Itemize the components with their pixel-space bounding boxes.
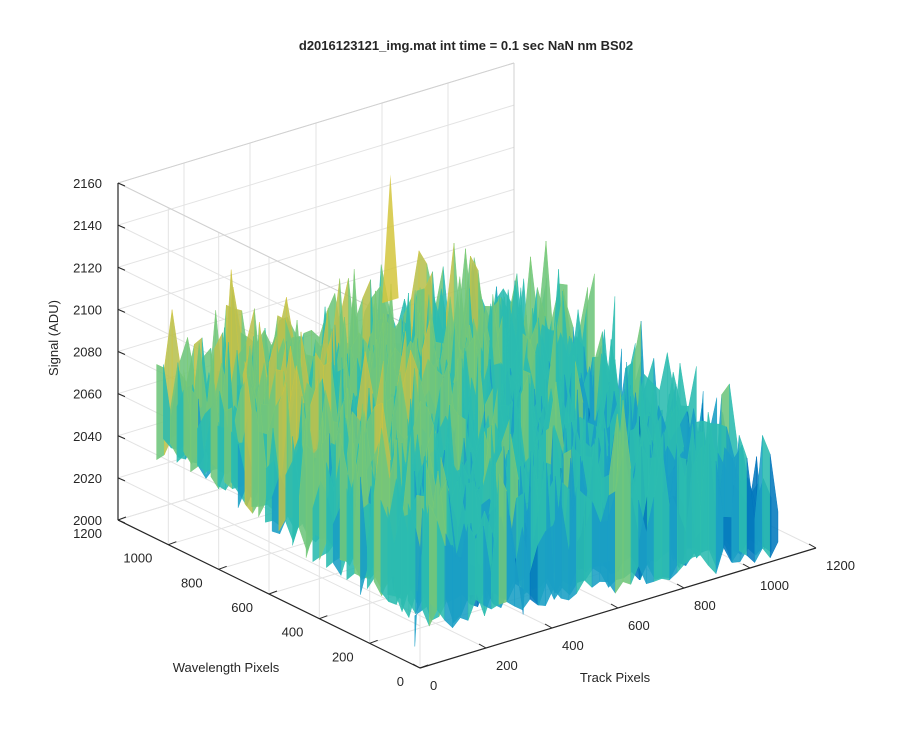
x-tick-mark: [742, 563, 751, 569]
y-tick-label: 0: [397, 674, 404, 689]
y-tick-mark: [369, 639, 378, 644]
y-tick-mark: [319, 615, 328, 620]
z-tick-mark: [117, 351, 126, 355]
x-tick-label: 0: [430, 678, 437, 693]
chart-title: d2016123121_img.mat int time = 0.1 sec N…: [299, 38, 633, 53]
z-axis-label: Signal (ADU): [46, 300, 61, 376]
grid-line-x: [183, 499, 487, 649]
surface-facet: [156, 364, 165, 461]
z-tick-mark: [117, 393, 126, 398]
surface-facet: [576, 487, 585, 595]
surface-facet: [498, 473, 507, 605]
axes: [117, 182, 817, 669]
tick-labels: 2000202020402060208021002120214021600200…: [73, 176, 855, 693]
z-tick-label: 2120: [73, 260, 102, 275]
y-tick-label: 1200: [73, 526, 102, 541]
z-tick-label: 2040: [73, 429, 102, 444]
surface-facet: [584, 494, 593, 588]
y-tick-label: 1000: [123, 551, 152, 566]
box-edge: [117, 62, 515, 184]
z-tick-label: 2000: [73, 513, 102, 528]
z-tick-mark: [117, 224, 126, 229]
surface-plot: [156, 174, 779, 647]
surface-row: [421, 400, 779, 629]
x-tick-label: 200: [496, 658, 518, 673]
y-tick-mark: [268, 590, 278, 595]
x-tick-mark: [808, 543, 817, 549]
surface-facet: [475, 525, 484, 606]
z-tick-label: 2100: [73, 302, 102, 317]
z-tick-label: 2060: [73, 387, 102, 402]
x-tick-mark: [478, 643, 487, 649]
surface-facet: [770, 454, 779, 558]
y-tick-mark: [218, 565, 227, 570]
x-tick-mark: [412, 663, 421, 669]
z-tick-mark: [117, 435, 126, 440]
surface-facet: [444, 545, 453, 629]
y-tick-label: 800: [181, 575, 203, 590]
surface-facet: [599, 521, 608, 583]
z-tick-label: 2080: [73, 345, 102, 360]
x-tick-label: 800: [694, 598, 716, 613]
z-tick-label: 2140: [73, 218, 102, 233]
x-tick-label: 1000: [760, 578, 789, 593]
surface-facet: [429, 503, 438, 627]
z-tick-mark: [117, 519, 126, 524]
y-axis-label: Wavelength Pixels: [173, 660, 280, 675]
y-tick-mark: [168, 541, 177, 546]
x-tick-label: 1200: [826, 558, 855, 573]
x-tick-mark: [544, 623, 553, 629]
x-tick-mark: [676, 583, 685, 589]
z-tick-mark: [117, 477, 126, 482]
y-tick-label: 400: [282, 625, 304, 640]
y-tick-mark: [117, 516, 127, 521]
y-tick-label: 200: [332, 649, 354, 664]
x-tick-mark: [610, 603, 619, 609]
z-tick-mark: [117, 266, 126, 271]
y-tick-mark: [419, 664, 429, 669]
x-axis-label: Track Pixels: [580, 670, 651, 685]
y-tick-label: 600: [231, 600, 253, 615]
z-tick-label: 2020: [73, 471, 102, 486]
surface-facet: [762, 435, 771, 559]
z-tick-mark: [117, 308, 126, 313]
z-tick-mark: [117, 182, 126, 187]
surface-facet: [401, 514, 410, 619]
surface-facet: [278, 382, 287, 532]
z-tick-label: 2160: [73, 176, 102, 191]
x-tick-label: 400: [562, 638, 584, 653]
surface-peak: [382, 174, 399, 304]
x-tick-label: 600: [628, 618, 650, 633]
